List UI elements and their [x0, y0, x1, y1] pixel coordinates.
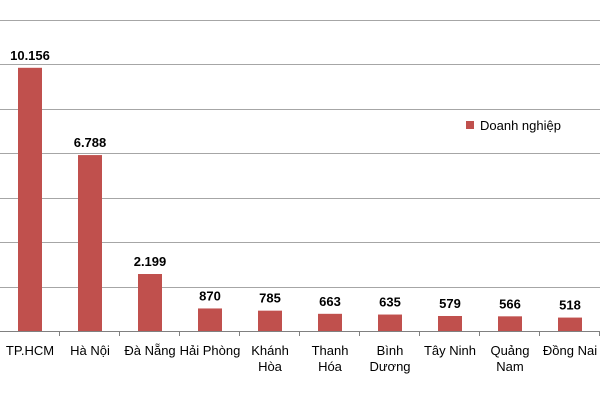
legend-label: Doanh nghiệp: [480, 118, 561, 133]
data-label: 10.156: [10, 48, 50, 63]
data-label: 663: [319, 294, 341, 309]
category-label: TP.HCM: [6, 343, 54, 358]
category-label: Quảng: [490, 343, 529, 358]
category-label: Hòa: [258, 359, 283, 374]
category-label: Hóa: [318, 359, 343, 374]
value-labels: 10.156 6.788 2.199 870 785 663 635 579 566 518: [10, 48, 581, 313]
category-label: Khánh: [251, 343, 289, 358]
category-label: Bình: [377, 343, 404, 358]
data-label: 635: [379, 295, 401, 310]
data-label: 579: [439, 296, 461, 311]
category-label: Đà Nẵng: [124, 343, 175, 358]
data-label: 518: [559, 298, 581, 313]
category-label: Nam: [496, 359, 523, 374]
category-label: Tây Ninh: [424, 343, 476, 358]
bar: [258, 310, 282, 331]
bar: [138, 274, 162, 331]
bar: [318, 313, 342, 331]
legend-swatch: [466, 121, 474, 129]
bar-group: [18, 67, 582, 331]
category-label: Thanh: [312, 343, 349, 358]
category-label: Đồng Nai: [543, 343, 597, 358]
legend: Doanh nghiệp: [466, 118, 561, 133]
bar: [378, 314, 402, 331]
category-label: Dương: [369, 359, 410, 374]
category-label: Hà Nội: [70, 343, 110, 358]
category-label: Hải Phòng: [180, 343, 241, 358]
data-label: 785: [259, 291, 281, 306]
bar: [498, 316, 522, 331]
data-label: 870: [199, 288, 221, 303]
bar: [438, 315, 462, 331]
bar: [18, 67, 42, 331]
data-label: 566: [499, 296, 521, 311]
data-label: 6.788: [74, 135, 107, 150]
bar: [198, 308, 222, 331]
data-label: 2.199: [134, 254, 167, 269]
bar: [558, 317, 582, 331]
x-axis: [0, 331, 600, 336]
bar: [78, 155, 102, 331]
